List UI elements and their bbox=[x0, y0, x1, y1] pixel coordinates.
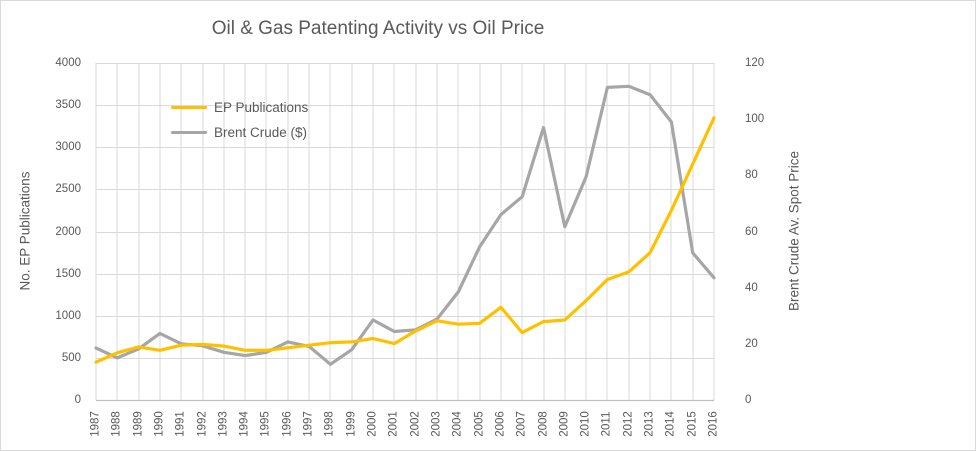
x-axis-tick-label: 2008 bbox=[537, 411, 550, 437]
x-axis-tick-label: 2011 bbox=[600, 411, 613, 437]
x-axis-tick-label: 2012 bbox=[622, 411, 635, 437]
left-axis-tick-label: 3000 bbox=[55, 141, 81, 154]
left-axis-tick-label: 2500 bbox=[55, 183, 81, 196]
legend-label-ep-publications: EP Publications bbox=[214, 100, 309, 115]
x-axis-tick-label: 1996 bbox=[281, 411, 294, 437]
right-axis-tick-label: 60 bbox=[745, 225, 758, 238]
x-axis-tick-label: 2005 bbox=[473, 411, 486, 437]
x-axis-tick-label: 2001 bbox=[387, 411, 400, 437]
x-axis-tick-label: 1994 bbox=[238, 411, 251, 437]
x-axis-tick-label: 1991 bbox=[174, 411, 187, 437]
x-axis-tick-label: 2006 bbox=[494, 411, 507, 437]
x-axis-tick-label: 2000 bbox=[366, 411, 379, 437]
x-axis-tick-label: 2009 bbox=[558, 411, 571, 437]
legend-item-brent-crude: Brent Crude ($) bbox=[171, 125, 308, 140]
legend: EP Publications Brent Crude ($) bbox=[171, 100, 308, 150]
x-axis-tick-label: 1990 bbox=[153, 411, 166, 437]
right-axis-tick-label: 100 bbox=[745, 113, 765, 126]
x-axis-tick-label: 2007 bbox=[515, 411, 528, 437]
x-axis-tick-label: 1992 bbox=[196, 411, 209, 437]
right-axis-tick-label: 80 bbox=[745, 169, 758, 182]
x-axis-tick-label: 2015 bbox=[686, 411, 699, 437]
x-axis-tick-label: 2013 bbox=[643, 411, 656, 437]
x-axis-tick-label: 1989 bbox=[132, 411, 145, 437]
legend-item-ep-publications: EP Publications bbox=[171, 100, 308, 115]
brent-crude-swatch bbox=[171, 130, 207, 135]
right-axis-tick-label: 40 bbox=[745, 281, 758, 294]
left-axis-tick-label: 1500 bbox=[55, 267, 81, 280]
left-axis-tick-label: 2000 bbox=[55, 225, 81, 238]
right-axis-tick-label: 120 bbox=[745, 57, 765, 69]
left-axis-title: No. EP Publications bbox=[17, 171, 33, 291]
left-axis-tick-label: 1000 bbox=[55, 309, 81, 322]
x-axis-tick-label: 2003 bbox=[430, 411, 443, 437]
left-axis-tick-label: 3500 bbox=[55, 99, 81, 112]
left-axis-tick-label: 4000 bbox=[55, 57, 81, 69]
chart-title: Oil & Gas Patenting Activity vs Oil Pric… bbox=[211, 18, 545, 39]
x-axis-tick-label: 2002 bbox=[409, 411, 422, 437]
x-axis-tick-label: 2016 bbox=[707, 411, 720, 437]
x-axis-tick-label: 1995 bbox=[259, 411, 272, 437]
x-axis-tick-label: 1998 bbox=[323, 411, 336, 437]
left-axis-tick-label: 500 bbox=[61, 351, 81, 364]
x-axis-tick-label: 1997 bbox=[302, 411, 315, 437]
x-axis-tick-label: 1993 bbox=[217, 411, 230, 437]
ep-publications-swatch bbox=[171, 105, 207, 110]
x-axis-tick-label: 2010 bbox=[579, 411, 592, 437]
left-axis-tick-label: 0 bbox=[74, 394, 81, 406]
x-axis-tick-label: 2014 bbox=[664, 411, 677, 437]
x-axis-tick-label: 1988 bbox=[110, 411, 123, 437]
legend-label-brent-crude: Brent Crude ($) bbox=[214, 125, 308, 140]
x-axis-tick-label: 2004 bbox=[451, 411, 464, 437]
x-axis-tick-label: 1999 bbox=[345, 411, 358, 437]
x-axis-tick-label: 1987 bbox=[89, 411, 102, 437]
right-axis-title: Brent Crude Av. Spot Price bbox=[786, 150, 802, 312]
right-axis-tick-label: 20 bbox=[745, 337, 758, 350]
ep-publications-line bbox=[94, 116, 716, 364]
right-axis-tick-label: 0 bbox=[745, 394, 752, 406]
